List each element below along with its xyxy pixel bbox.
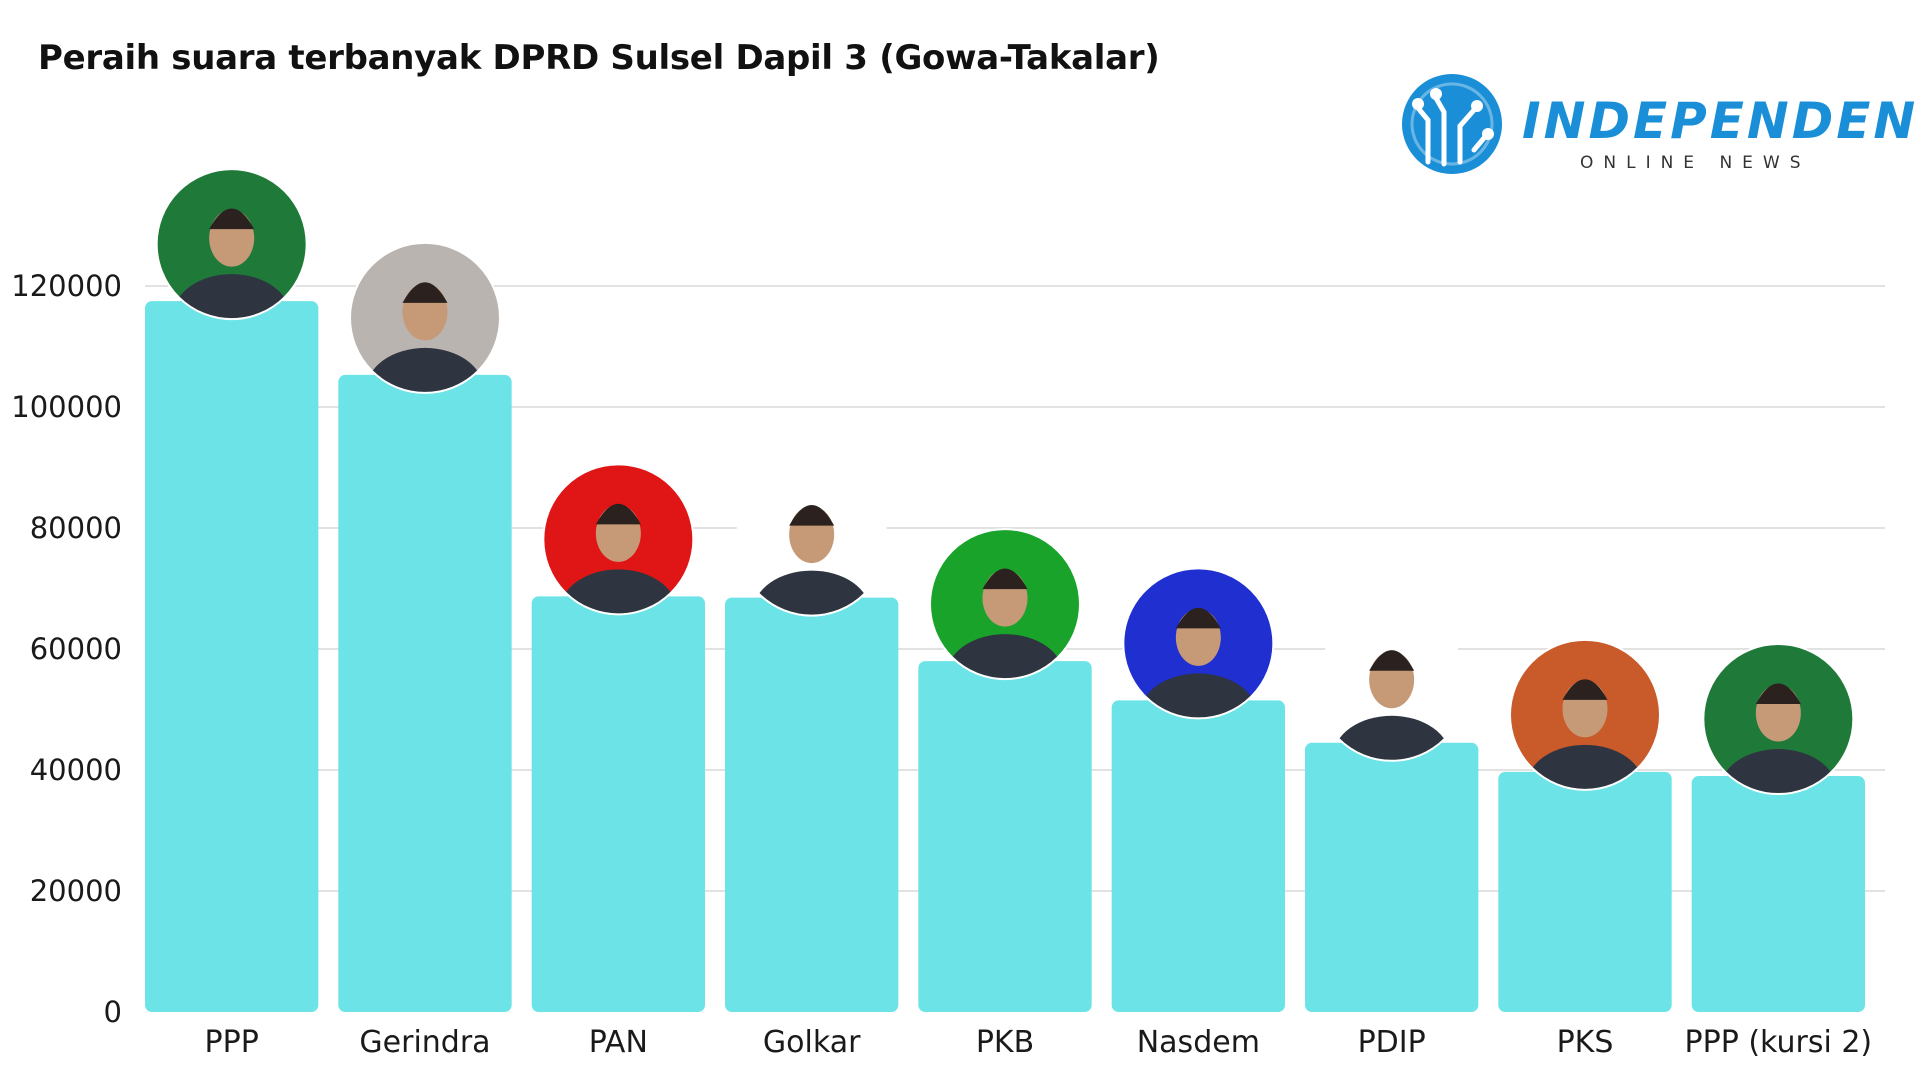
bar-golkar [725, 597, 899, 1012]
x-tick-label: Nasdem [1137, 1025, 1260, 1060]
y-tick-label: 80000 [30, 511, 122, 545]
candidate-photo [542, 463, 695, 616]
candidate-photo [929, 528, 1081, 681]
x-tick-label: PDIP [1358, 1025, 1426, 1060]
y-tick-label: 60000 [30, 632, 122, 666]
candidate-photo [1315, 609, 1468, 762]
bar-pkb [918, 661, 1092, 1012]
x-tick-label: PPP [205, 1025, 259, 1060]
bar-ppp-kursi-2 [1691, 776, 1865, 1012]
x-tick-label: Gerindra [359, 1025, 490, 1060]
candidate-photo [735, 464, 888, 617]
independen-logo: INDEPENDEN ONLINE NEWS [1402, 74, 1918, 174]
bar-pks [1498, 771, 1672, 1012]
x-tick-label: PAN [589, 1025, 648, 1060]
candidate-photo [1509, 638, 1661, 791]
x-tick-label: Golkar [763, 1025, 861, 1060]
bar-ppp [145, 301, 319, 1012]
logo-tagline: ONLINE NEWS [1580, 153, 1811, 173]
candidate-photo [1702, 643, 1855, 796]
y-axis-ticks: 0 20000 40000 60000 80000 100000 120000 [11, 269, 122, 1029]
chart-title: Peraih suara terbanyak DPRD Sulsel Dapil… [38, 38, 1160, 78]
y-tick-label: 120000 [11, 269, 122, 303]
y-tick-label: 0 [104, 995, 122, 1029]
x-tick-label: PKS [1557, 1025, 1614, 1060]
y-tick-label: 40000 [30, 753, 122, 787]
bar-gerindra [338, 374, 512, 1012]
logo-wordmark: INDEPENDEN [1522, 92, 1918, 150]
candidate-photo [155, 168, 308, 321]
x-tick-label: PPP (kursi 2) [1685, 1025, 1873, 1060]
candidate-photo [1122, 567, 1275, 720]
y-tick-label: 20000 [30, 874, 122, 908]
bar-nasdem [1111, 700, 1285, 1012]
x-axis-labels: PPP Gerindra PAN Golkar PKB Nasdem PDIP PKS PPP … [205, 1025, 1873, 1060]
candidate-photos [155, 168, 1855, 796]
bars [145, 301, 1865, 1012]
x-tick-label: PKB [976, 1025, 1034, 1060]
bar-pdip [1305, 742, 1479, 1012]
logo-circuit-icon [1402, 74, 1502, 174]
candidate-photo [349, 241, 501, 394]
y-tick-label: 100000 [11, 390, 122, 424]
bar-pan [531, 596, 705, 1012]
